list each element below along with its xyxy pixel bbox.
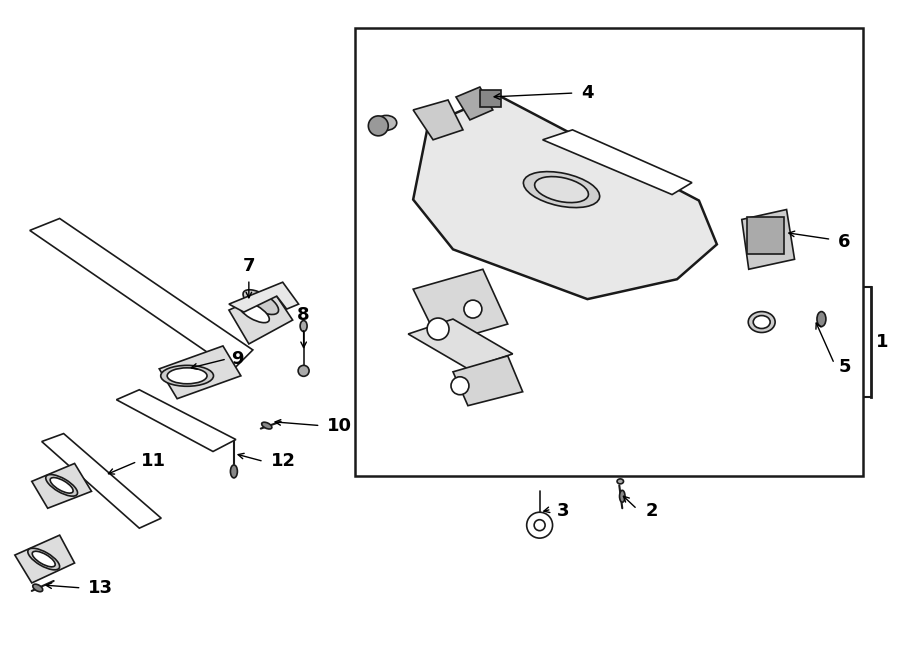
Circle shape — [534, 520, 545, 531]
Bar — [480, 90, 500, 107]
Polygon shape — [41, 434, 161, 528]
Ellipse shape — [617, 479, 624, 484]
Text: 6: 6 — [839, 234, 850, 252]
Text: 2: 2 — [645, 502, 658, 520]
Ellipse shape — [50, 477, 73, 493]
Polygon shape — [32, 463, 92, 508]
Bar — [747, 218, 784, 254]
Ellipse shape — [300, 320, 307, 332]
Text: 13: 13 — [87, 579, 112, 597]
Polygon shape — [159, 346, 241, 399]
Text: 9: 9 — [231, 350, 243, 368]
Polygon shape — [229, 290, 292, 344]
Ellipse shape — [376, 115, 397, 130]
Polygon shape — [413, 269, 508, 344]
Ellipse shape — [262, 422, 272, 429]
Polygon shape — [456, 87, 493, 120]
Polygon shape — [543, 130, 692, 195]
Text: 8: 8 — [297, 306, 310, 324]
Text: 3: 3 — [556, 502, 569, 520]
Polygon shape — [413, 95, 717, 299]
Text: 4: 4 — [581, 84, 594, 102]
Ellipse shape — [46, 475, 77, 496]
Circle shape — [298, 365, 309, 376]
Polygon shape — [14, 535, 75, 583]
Ellipse shape — [524, 171, 599, 208]
Ellipse shape — [230, 465, 238, 478]
Bar — [356, 28, 863, 477]
Ellipse shape — [535, 177, 589, 203]
Ellipse shape — [817, 312, 826, 326]
Circle shape — [428, 318, 449, 340]
Ellipse shape — [753, 316, 770, 328]
Circle shape — [451, 377, 469, 395]
Ellipse shape — [32, 584, 42, 592]
Ellipse shape — [161, 365, 213, 386]
Polygon shape — [453, 356, 523, 406]
Polygon shape — [229, 282, 299, 312]
Circle shape — [464, 300, 482, 318]
Ellipse shape — [619, 491, 625, 502]
Ellipse shape — [243, 290, 279, 314]
Ellipse shape — [32, 551, 55, 567]
Circle shape — [368, 116, 388, 136]
Text: 12: 12 — [271, 452, 296, 471]
Text: 1: 1 — [877, 333, 888, 351]
Ellipse shape — [28, 548, 59, 570]
Polygon shape — [409, 319, 513, 369]
Ellipse shape — [748, 312, 775, 332]
Text: 10: 10 — [327, 416, 352, 434]
Circle shape — [526, 512, 553, 538]
Ellipse shape — [238, 301, 269, 322]
Polygon shape — [116, 390, 236, 451]
Text: 11: 11 — [141, 452, 166, 471]
Text: 7: 7 — [243, 258, 255, 275]
Polygon shape — [30, 218, 253, 370]
Text: 5: 5 — [839, 358, 850, 376]
Polygon shape — [413, 100, 463, 140]
Ellipse shape — [167, 368, 207, 384]
Polygon shape — [742, 209, 795, 269]
